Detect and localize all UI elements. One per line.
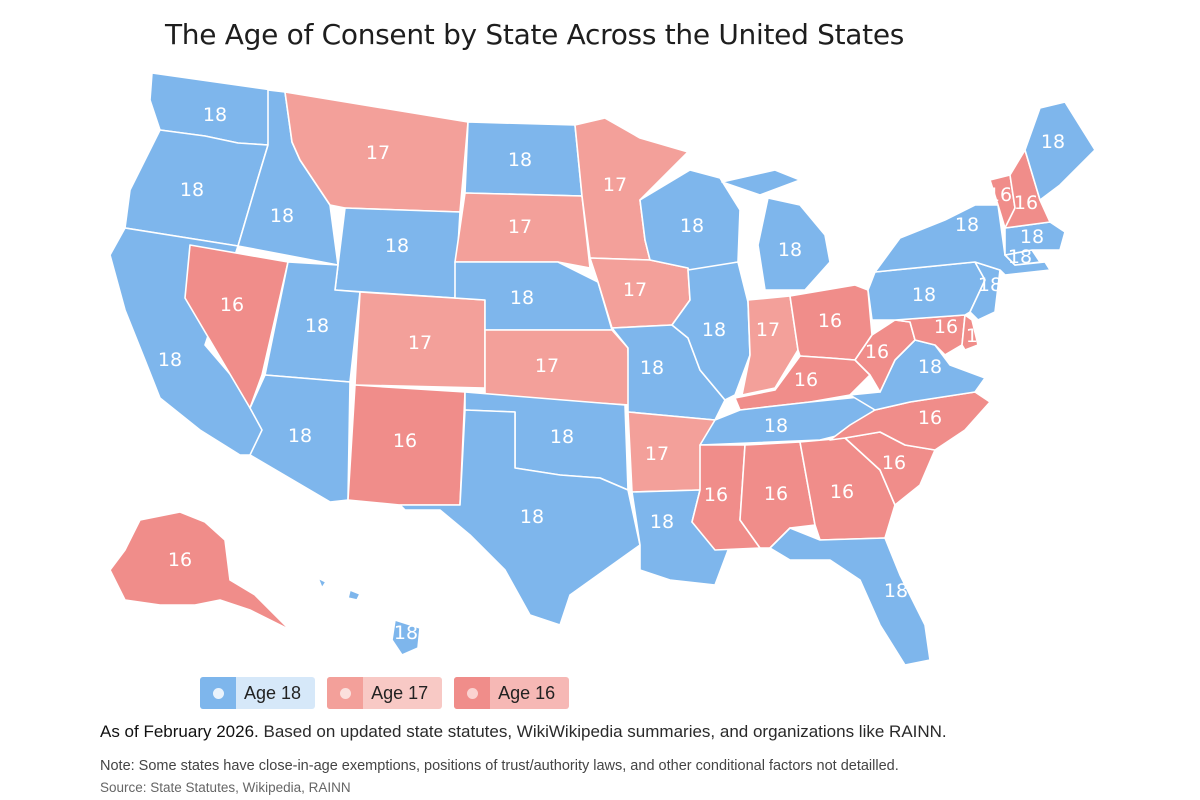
state-label-idaho: 18 xyxy=(270,205,294,227)
state-label-new-hampshire: 16 xyxy=(1014,192,1038,214)
state-label-arkansas: 17 xyxy=(645,443,669,465)
state-label-michigan: 18 xyxy=(778,239,802,261)
legend-label-age-16: Age 16 xyxy=(498,682,556,703)
state-nevada xyxy=(184,244,289,409)
state-label-arizona: 18 xyxy=(288,425,312,447)
state-label-illinois: 18 xyxy=(702,319,726,341)
state-label-alabama: 16 xyxy=(764,483,788,505)
state-label-new-mexico: 16 xyxy=(393,430,417,452)
state-label-tennessee: 18 xyxy=(764,415,788,437)
state-arizona xyxy=(249,374,351,503)
legend-item-age-17: Age 17 xyxy=(327,677,443,709)
caption: As of February 2026. Based on updated st… xyxy=(100,722,947,742)
state-label-maryland: 16 xyxy=(934,316,958,338)
state-label-delaware: 16 xyxy=(966,325,990,347)
state-label-new-york: 18 xyxy=(955,214,979,236)
state-label-connecticut: 18 xyxy=(1008,246,1032,268)
source: Source: State Statutes, Wikipedia, RAINN xyxy=(100,780,351,795)
legend-label-age-18: Age 18 xyxy=(244,682,302,703)
state-label-ohio: 16 xyxy=(818,310,842,332)
legend-swatch-age-16 xyxy=(454,677,491,709)
legend-swatch-age-17 xyxy=(327,677,364,709)
state-label-nebraska: 18 xyxy=(510,287,534,309)
state-label-north-dakota: 18 xyxy=(508,149,532,171)
state-illinois xyxy=(671,261,751,401)
state-label-georgia: 16 xyxy=(830,481,854,503)
state-label-vermont: 16 xyxy=(988,184,1012,206)
state-delaware xyxy=(961,314,979,351)
state-label-mississippi: 16 xyxy=(704,484,728,506)
map-title: The Age of Consent by State Across the U… xyxy=(165,18,905,51)
caption-lead: As of February 2026. xyxy=(100,722,259,741)
caption-text: Based on updated state statutes, WikiWik… xyxy=(263,722,947,741)
state-label-north-carolina: 16 xyxy=(918,407,942,429)
state-label-montana: 17 xyxy=(366,142,390,164)
state-label-massachusetts: 18 xyxy=(1020,226,1044,248)
state-florida xyxy=(769,527,931,666)
state-label-nevada: 16 xyxy=(220,294,244,316)
state-label-wyoming: 18 xyxy=(385,235,409,257)
state-label-california: 18 xyxy=(158,349,182,371)
state-label-kansas: 17 xyxy=(535,355,559,377)
state-label-virginia: 18 xyxy=(918,356,942,378)
state-label-west-virginia: 16 xyxy=(865,341,889,363)
state-label-maine: 18 xyxy=(1041,131,1065,153)
state-hawaii xyxy=(317,577,421,656)
legend-item-age-18: Age 18 xyxy=(200,677,316,709)
state-label-oklahoma: 18 xyxy=(550,426,574,448)
legend-label-age-17: Age 17 xyxy=(371,682,429,703)
state-label-utah: 18 xyxy=(305,315,329,337)
state-label-south-dakota: 17 xyxy=(508,216,532,238)
state-north-carolina xyxy=(829,391,991,451)
legend-item-age-16: Age 16 xyxy=(454,677,570,709)
state-label-colorado: 17 xyxy=(408,332,432,354)
state-label-oregon: 18 xyxy=(180,179,204,201)
state-label-south-carolina: 16 xyxy=(882,452,906,474)
state-label-iowa: 17 xyxy=(623,279,647,301)
state-south-dakota xyxy=(454,192,591,269)
state-alaska xyxy=(109,511,291,631)
state-label-kentucky: 16 xyxy=(794,369,818,391)
legend: Age 18 Age 17 Age 16 xyxy=(200,677,570,709)
state-label-new-jersey: 18 xyxy=(978,274,1002,296)
state-label-washington: 18 xyxy=(203,104,227,126)
state-maine xyxy=(1024,101,1096,201)
legend-swatch-age-18 xyxy=(200,677,236,709)
state-label-hawaii: 18 xyxy=(394,622,418,644)
state-label-louisiana: 18 xyxy=(650,511,674,533)
state-michigan xyxy=(721,169,831,291)
state-label-indiana: 17 xyxy=(756,319,780,341)
state-label-alaska: 16 xyxy=(168,549,192,571)
state-label-minnesota: 17 xyxy=(603,174,627,196)
state-texas xyxy=(399,409,641,626)
state-label-missouri: 18 xyxy=(640,357,664,379)
state-label-texas: 18 xyxy=(520,506,544,528)
note: Note: Some states have close-in-age exem… xyxy=(100,758,899,774)
state-label-pennsylvania: 18 xyxy=(912,284,936,306)
state-label-florida: 18 xyxy=(884,580,908,602)
state-label-wisconsin: 18 xyxy=(680,215,704,237)
